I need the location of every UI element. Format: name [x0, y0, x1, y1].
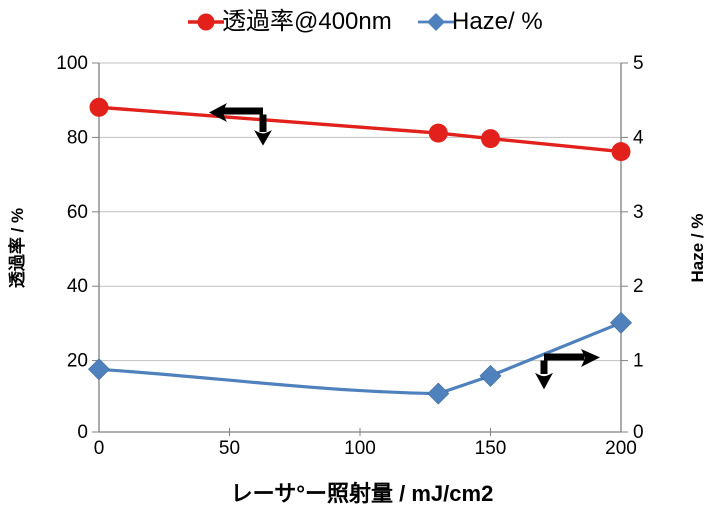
- svg-text:透過率 / %: 透過率 / %: [7, 208, 27, 288]
- svg-text:150: 150: [475, 438, 507, 459]
- svg-text:200: 200: [605, 438, 637, 459]
- svg-text:5: 5: [633, 53, 644, 74]
- svg-text:3: 3: [633, 202, 644, 223]
- svg-text:0: 0: [77, 422, 88, 443]
- svg-text:100: 100: [344, 438, 376, 459]
- svg-text:100: 100: [56, 53, 88, 74]
- svg-text:20: 20: [67, 351, 88, 372]
- svg-text:1: 1: [633, 351, 644, 372]
- svg-text:4: 4: [633, 127, 644, 148]
- svg-text:50: 50: [219, 438, 240, 459]
- svg-text:2: 2: [633, 276, 644, 297]
- svg-text:60: 60: [67, 202, 88, 223]
- svg-text:40: 40: [67, 276, 88, 297]
- svg-text:Haze / %: Haze / %: [688, 214, 707, 283]
- svg-text:0: 0: [94, 438, 105, 459]
- svg-text:80: 80: [67, 127, 88, 148]
